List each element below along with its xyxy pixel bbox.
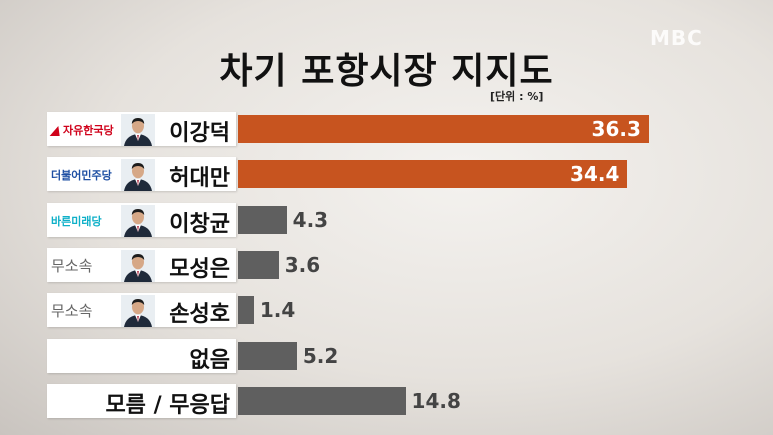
bar-value-label: 3.6 [284,253,321,277]
bar [238,342,297,370]
party-name: 바른미래당 [51,213,102,229]
bar-value-label: 34.4 [570,162,620,186]
candidate-name: 이창균 [169,212,230,237]
row-label-box: 바른미래당 이창균 [47,203,236,237]
candidate-name: 모름 / 무응답 [105,393,230,418]
unit-label: [단위 : %] [490,90,544,103]
bar-value-label: 5.2 [302,344,339,368]
party-name: 무소속 [51,300,92,321]
row-label-box: 더불어민주당 허대만 [47,157,236,191]
broadcaster-logo: MBC [650,26,703,50]
bar [238,206,287,234]
candidate-name: 없음 [189,348,230,373]
party-name-text: 무소속 [51,257,93,275]
candidate-photo-icon [121,114,155,146]
candidate-photo-icon [121,250,155,282]
party-name-text: 바른미래당 [51,215,102,228]
candidate-photo-icon [121,159,155,191]
party-name-text: 무소속 [51,302,93,320]
row-label-box: 무소속 모성은 [47,248,236,282]
bar [238,160,628,188]
bar [238,296,254,324]
bar-value-label: 1.4 [259,298,296,322]
candidate-name: 허대만 [169,166,230,191]
candidate-photo-icon [121,205,155,237]
row-label-box: 없음 [47,339,236,373]
row-label-box: 모름 / 무응답 [47,384,236,418]
row-label-box: 자유한국당 이강덕 [47,112,236,146]
candidate-name: 손성호 [169,302,230,327]
bar-value-label: 36.3 [591,117,641,141]
party-name: 자유한국당 [49,122,114,138]
candidate-photo-icon [121,295,155,327]
chart-title: 차기 포항시장 지지도 [219,51,554,92]
party-name: 무소속 [51,255,92,276]
party-name-text: 더불어민주당 [51,169,112,182]
party-logo-icon [49,126,63,136]
bar [238,251,279,279]
row-label-box: 무소속 손성호 [47,293,236,327]
candidate-name: 모성은 [169,257,230,282]
party-name-text: 자유한국당 [63,124,114,137]
party-name: 더불어민주당 [51,167,112,183]
bar-value-label: 4.3 [292,208,329,232]
candidate-name: 이강덕 [169,121,230,146]
bar-value-label: 14.8 [411,389,461,413]
bar [238,387,406,415]
bar [238,115,649,143]
